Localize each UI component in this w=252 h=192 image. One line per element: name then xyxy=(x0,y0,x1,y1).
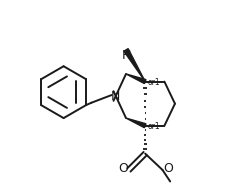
Text: H: H xyxy=(121,49,131,62)
Text: or1: or1 xyxy=(148,78,161,87)
Polygon shape xyxy=(124,49,145,82)
Polygon shape xyxy=(126,74,146,84)
Polygon shape xyxy=(126,118,146,128)
Text: O: O xyxy=(118,162,128,175)
Text: O: O xyxy=(163,162,173,175)
Text: or1: or1 xyxy=(148,122,161,131)
Text: N: N xyxy=(111,89,120,103)
